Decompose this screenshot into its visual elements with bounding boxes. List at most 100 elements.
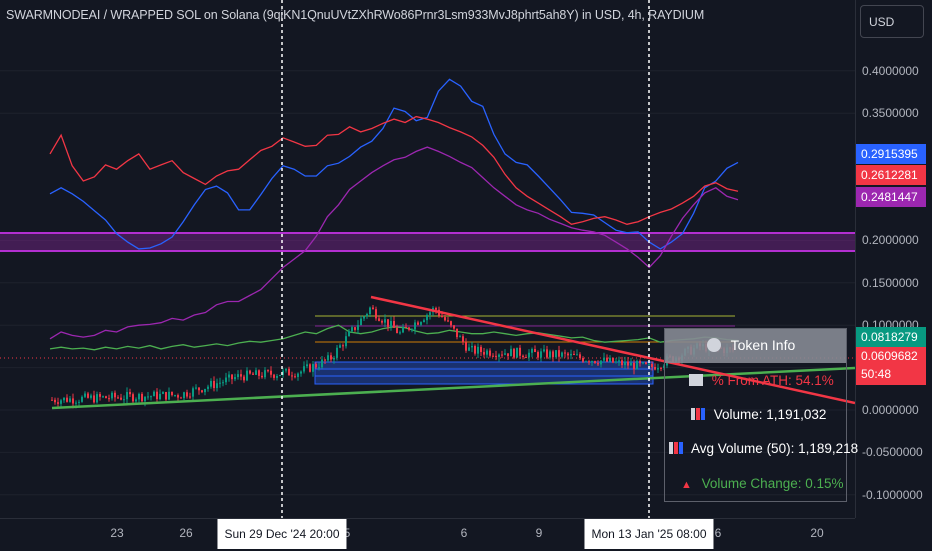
volume-text: Volume: 1,191,032 (713, 407, 827, 422)
candle-body (102, 396, 104, 398)
candle-body (447, 320, 449, 322)
token-info-panel: Token Info % From ATH: 54.1% Volume: 1,1… (664, 328, 858, 502)
candle-body (129, 392, 131, 395)
candle-body (444, 317, 446, 321)
candle-body (501, 354, 503, 356)
candle-body (606, 357, 608, 362)
time-tick-label: 5 (343, 526, 351, 540)
candle-body (354, 327, 356, 330)
candle-body (108, 398, 110, 400)
crosshair-time-label: Sun 29 Dec '24 20:00 (217, 519, 347, 549)
candle-body (156, 391, 158, 400)
candle-body (384, 319, 386, 323)
time-tick-label: 23 (110, 526, 124, 540)
candle-body (123, 399, 125, 401)
candle-body (375, 309, 377, 319)
candle-body (492, 355, 494, 357)
candle-body (339, 345, 341, 348)
candle-body (456, 328, 458, 338)
candle-body (135, 399, 137, 402)
chart-area[interactable] (0, 0, 855, 518)
candle-body (63, 397, 65, 401)
candle-body (270, 370, 272, 375)
candle-body (276, 376, 278, 378)
candle-body (609, 357, 611, 362)
candle-body (300, 371, 302, 374)
candle-body (525, 357, 527, 359)
candle-body (273, 374, 275, 378)
candle-body (483, 352, 485, 355)
candle-body (207, 386, 209, 389)
price-tick-label: 0.4000000 (862, 63, 919, 78)
candle-body (399, 332, 401, 334)
candle-body (558, 350, 560, 357)
candle-body (486, 350, 488, 355)
volume-change-text: Volume Change: 0.15% (701, 476, 844, 491)
time-scale[interactable] (0, 518, 855, 551)
avg-volume-row: Avg Volume (50): 1,189,218 (669, 441, 858, 456)
candle-body (567, 353, 569, 356)
price-badge: 0.2612281 (856, 165, 926, 185)
candle-body (543, 349, 545, 352)
price-badge-value: 0.2481447 (861, 190, 918, 204)
candle-body (600, 360, 602, 365)
candle-body (264, 370, 266, 378)
candle-body (372, 307, 374, 310)
candle-body (351, 327, 353, 332)
candle-body (468, 347, 470, 351)
candle-body (621, 360, 623, 366)
candle-body (546, 349, 548, 358)
support-zone (314, 375, 654, 385)
candle-body (291, 375, 293, 377)
candle-body (210, 380, 212, 387)
candle-body (615, 361, 617, 363)
price-badge: 0.0818279 (856, 327, 926, 347)
candle-body (450, 321, 452, 326)
candle-body (186, 392, 188, 397)
candle-body (138, 393, 140, 400)
support-zone (314, 368, 654, 377)
bar-countdown: 50:48 (861, 367, 892, 381)
candle-body (630, 362, 632, 366)
triangle-up-icon: ▲ (681, 479, 692, 491)
support-zone (314, 361, 654, 370)
candle-body (576, 354, 578, 356)
candle-body (54, 399, 56, 403)
candle-body (582, 358, 584, 362)
candle-body (480, 346, 482, 353)
candle-body (618, 360, 620, 362)
candle-body (435, 307, 437, 310)
candle-body (216, 383, 218, 389)
candle-body (198, 387, 200, 391)
candle-body (591, 361, 593, 363)
candle-body (120, 397, 122, 400)
candle-body (153, 391, 155, 397)
chart-plot[interactable] (0, 0, 855, 518)
candle-body (111, 392, 113, 399)
bar-chart-icon (669, 442, 683, 454)
chart-down-icon (689, 374, 703, 386)
candle-body (258, 370, 260, 376)
price-scale[interactable] (855, 0, 932, 518)
candle-body (549, 351, 551, 358)
candle-body (345, 336, 347, 347)
candle-body (441, 315, 443, 318)
candle-body (564, 352, 566, 354)
price-tick-label: -0.1000000 (862, 487, 923, 502)
candle-body (561, 352, 563, 357)
candle-body (624, 361, 626, 366)
candle-body (498, 354, 500, 357)
candle-body (327, 355, 329, 361)
token-info-header (665, 329, 846, 363)
token-info-title: Token Info (730, 337, 796, 353)
candle-body (585, 361, 587, 363)
candle-body (531, 348, 533, 353)
candle-body (189, 396, 191, 398)
currency-button[interactable]: USD (860, 5, 924, 38)
candle-body (657, 367, 659, 370)
candle-body (660, 367, 662, 369)
candle-body (519, 347, 521, 356)
candle-body (51, 399, 53, 401)
purple-zone (0, 232, 855, 252)
candle-body (96, 394, 98, 403)
